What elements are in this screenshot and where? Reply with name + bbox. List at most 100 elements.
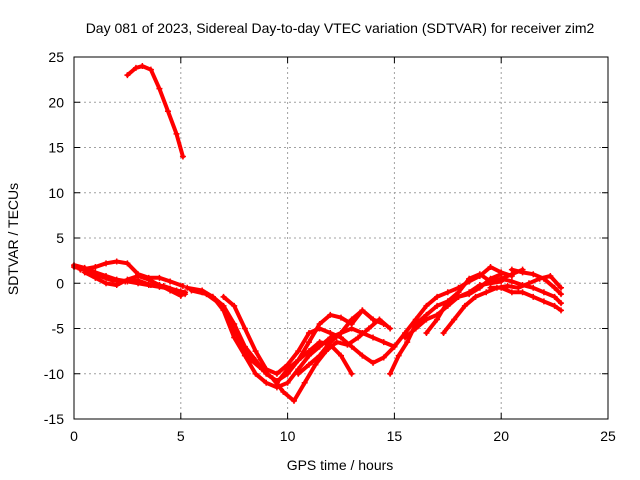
data-point: [164, 108, 171, 115]
series-trail: [82, 270, 183, 298]
data-point: [231, 334, 238, 341]
x-tick-label: 20: [493, 428, 509, 444]
data-point: [461, 302, 468, 309]
data-point: [179, 282, 186, 289]
data-point: [551, 284, 558, 291]
data-point: [370, 334, 377, 341]
axis-ticks: 0 5 10 15 20 25 -15 -10 -5 0 5 10 15 20 25: [44, 49, 616, 444]
data-point: [327, 311, 334, 318]
x-tick-label: 5: [177, 428, 185, 444]
data-point: [182, 291, 189, 298]
data-point: [451, 316, 458, 323]
y-tick-label: -5: [52, 321, 65, 337]
series-arc-a: [124, 63, 186, 160]
data-point: [184, 284, 191, 291]
data-point: [515, 284, 522, 291]
data-point: [231, 320, 238, 327]
data-point: [519, 282, 526, 289]
data-point: [551, 302, 558, 309]
data-point: [558, 300, 565, 307]
data-point: [305, 330, 312, 337]
data-point: [338, 330, 344, 337]
data-point: [280, 388, 287, 395]
data-point: [173, 130, 180, 137]
data-point: [284, 379, 291, 386]
data-point: [540, 275, 547, 282]
data-point: [156, 274, 163, 281]
series-trail: [274, 340, 354, 385]
series-trail: [392, 265, 514, 349]
x-tick-label: 0: [70, 428, 78, 444]
data-point: [199, 289, 206, 296]
data-point: [103, 280, 110, 287]
series-arc-l: [387, 271, 505, 377]
data-point: [423, 316, 430, 323]
y-tick-label: 25: [48, 49, 64, 65]
series-trail: [189, 288, 393, 403]
data-point: [423, 302, 430, 309]
data-point: [124, 276, 131, 283]
data-point: [147, 282, 154, 289]
data-point: [404, 339, 411, 346]
data-point: [348, 343, 355, 350]
data-point: [359, 352, 366, 359]
data-point: [348, 370, 355, 377]
data-point: [305, 339, 312, 346]
data-point: [370, 316, 377, 323]
data-point: [145, 276, 152, 283]
data-point: [547, 273, 554, 280]
data-point: [508, 289, 515, 296]
chart-series-layer: [71, 63, 565, 404]
data-point: [135, 273, 142, 280]
data-point: [380, 320, 387, 327]
data-point: [395, 352, 402, 359]
data-point: [434, 293, 441, 300]
data-point: [81, 269, 88, 276]
data-point: [220, 302, 227, 309]
data-point: [327, 339, 334, 346]
data-point: [132, 64, 139, 71]
data-point: [113, 258, 120, 265]
y-tick-label: 0: [56, 275, 64, 291]
data-point: [167, 278, 174, 285]
data-point: [359, 307, 366, 314]
data-point: [156, 282, 163, 289]
data-point: [231, 302, 238, 309]
x-tick-label: 15: [387, 428, 403, 444]
data-point: [273, 370, 280, 377]
y-tick-label: 10: [48, 185, 64, 201]
data-point: [472, 293, 479, 300]
chart-title: Day 081 of 2023, Sidereal Day-to-day VTE…: [86, 20, 595, 36]
y-tick-label: 5: [56, 230, 64, 246]
data-point: [558, 284, 565, 291]
series-trail: [388, 272, 504, 376]
series-trail: [403, 279, 504, 340]
series-arc-r: [498, 275, 565, 307]
data-point: [504, 282, 511, 289]
x-tick-label: 10: [280, 428, 296, 444]
data-point: [301, 379, 308, 386]
data-point: [519, 269, 526, 276]
data-point: [498, 275, 505, 282]
data-point: [333, 339, 340, 346]
y-tick-label: -10: [44, 366, 64, 382]
series-trail: [78, 259, 185, 288]
data-point: [551, 293, 558, 300]
data-point: [402, 334, 409, 341]
data-point: [530, 293, 537, 300]
data-point: [284, 366, 291, 373]
data-point: [92, 274, 99, 281]
data-point: [412, 316, 419, 323]
data-point: [434, 302, 441, 309]
data-point: [263, 366, 270, 373]
data-point: [444, 289, 451, 296]
data-point: [124, 260, 131, 267]
data-point: [380, 354, 387, 361]
data-point: [466, 289, 473, 296]
series-arc-s: [508, 266, 565, 298]
data-point: [412, 325, 419, 332]
data-point: [540, 298, 547, 305]
data-point: [147, 66, 154, 73]
y-tick-label: 15: [48, 140, 64, 156]
data-point: [355, 334, 362, 341]
